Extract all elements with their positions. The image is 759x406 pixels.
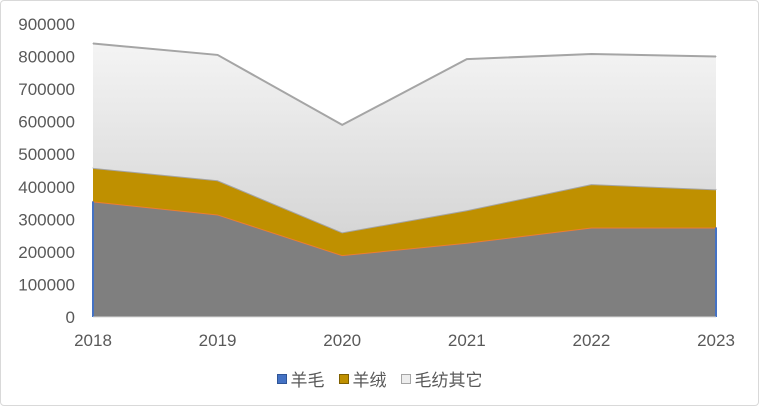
legend-label: 毛纺其它 [414, 371, 483, 391]
area-2 [93, 167, 716, 256]
legend-entry: 羊绒 [338, 366, 387, 391]
data-point [341, 124, 343, 126]
x-tick-label: 2018 [74, 331, 112, 350]
legend-label: 羊毛 [290, 371, 325, 391]
data-point [715, 56, 717, 58]
x-tick-label: 2021 [448, 331, 486, 350]
y-tick-label: 0 [66, 308, 75, 327]
x-tick-label: 2020 [323, 331, 361, 350]
data-point [92, 43, 94, 45]
data-point [217, 54, 219, 56]
area-3-edge [92, 42, 717, 127]
legend: 羊毛 羊绒 毛纺其它 [0, 366, 759, 391]
data-point [590, 53, 592, 55]
y-tick-label: 400000 [18, 178, 75, 197]
legend-swatch [276, 373, 287, 384]
y-axis-ticks: 0 100000 200000 300000 400000 500000 600000 700… [18, 15, 75, 327]
x-tick-label: 2023 [697, 331, 735, 350]
y-tick-label: 200000 [18, 243, 75, 262]
legend-swatch [400, 373, 411, 384]
data-point [466, 58, 468, 60]
x-axis-ticks: 2018 2019 2020 2021 2022 2023 [74, 331, 735, 350]
x-tick-label: 2022 [572, 331, 610, 350]
y-tick-label: 900000 [18, 15, 75, 34]
area-1 [93, 201, 716, 317]
legend-label: 羊绒 [352, 371, 387, 391]
legend-swatch [338, 373, 349, 384]
y-tick-label: 300000 [18, 210, 75, 229]
y-tick-label: 100000 [18, 275, 75, 294]
legend-entry: 羊毛 [276, 366, 325, 391]
y-tick-label: 600000 [18, 113, 75, 132]
legend-entry: 毛纺其它 [400, 366, 483, 391]
area-3 [93, 43, 716, 233]
area-layers [92, 42, 717, 317]
y-tick-label: 700000 [18, 80, 75, 99]
y-tick-label: 500000 [18, 145, 75, 164]
x-tick-label: 2019 [199, 331, 237, 350]
y-tick-label: 800000 [18, 48, 75, 67]
